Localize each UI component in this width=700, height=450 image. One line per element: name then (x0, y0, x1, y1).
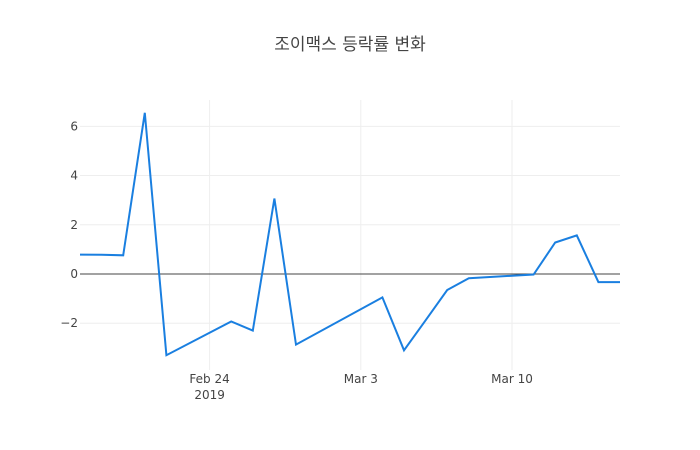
series-line (79, 112, 620, 357)
y-tick-label: −2 (60, 316, 78, 330)
x-tick-year-label: 2019 (194, 388, 225, 402)
y-tick-label: 4 (70, 169, 78, 183)
gridlines (80, 100, 620, 370)
x-tick-label: Feb 24 (189, 372, 229, 386)
x-axis: Feb 24 2019 Mar 3 Mar 10 (189, 372, 532, 402)
x-tick-label: Mar 3 (344, 372, 378, 386)
chart-title: 조이맥스 등락률 변화 (274, 35, 426, 55)
x-tick-label: Mar 10 (491, 372, 533, 386)
y-tick-label: 0 (70, 267, 78, 281)
y-tick-label: 6 (70, 119, 78, 133)
data-series (79, 112, 620, 357)
y-axis: 6 4 2 0 −2 (60, 119, 78, 330)
y-tick-label: 2 (70, 218, 78, 232)
